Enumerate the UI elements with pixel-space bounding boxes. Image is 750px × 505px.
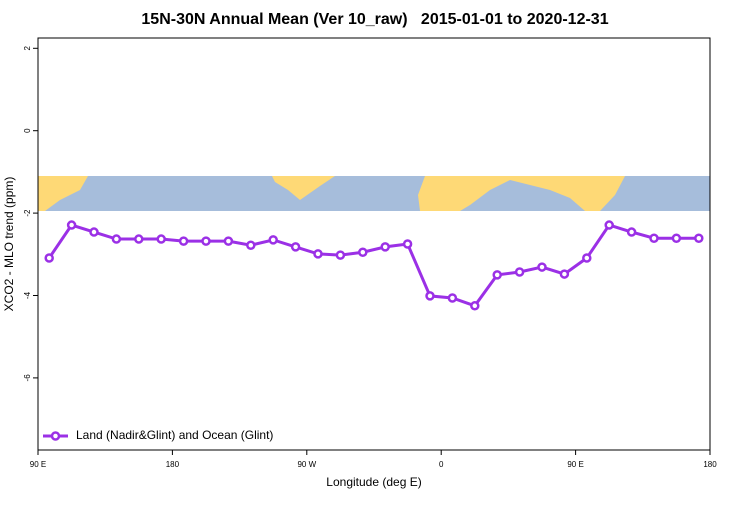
x-tick-label: 90 W	[297, 460, 316, 469]
point	[492, 270, 502, 280]
point	[559, 269, 570, 279]
legend-marker	[50, 431, 61, 441]
y-tick-label: 0	[23, 128, 32, 133]
legend-item: Land (Nadir&Glint) and Ocean (Glint)	[43, 428, 273, 442]
y-axis-label: XCO2 - MLO trend (ppm)	[2, 177, 16, 312]
chart-title: 15N-30N Annual Mean (Ver 10_raw) 2015-01…	[141, 11, 608, 28]
point	[649, 233, 659, 243]
x-tick-label: 90 E	[567, 460, 583, 469]
point	[201, 236, 211, 246]
point	[694, 233, 704, 243]
point	[380, 242, 390, 252]
point	[470, 301, 480, 311]
point	[178, 236, 189, 246]
x-axis-label: Longitude (deg E)	[326, 475, 421, 489]
point	[66, 220, 77, 230]
x-tick-label: 90 E	[30, 460, 46, 469]
point	[582, 253, 592, 263]
x-tick-label: 180	[166, 460, 180, 469]
y-tick-label: -6	[23, 374, 32, 382]
y-tick-label: 2	[23, 46, 32, 51]
point	[425, 291, 435, 301]
point	[290, 242, 301, 252]
point	[604, 220, 614, 230]
y-tick-label: -4	[23, 291, 32, 299]
point	[447, 293, 458, 303]
point	[89, 227, 99, 237]
point	[156, 234, 166, 244]
point	[671, 233, 682, 243]
point	[246, 240, 256, 250]
point	[626, 227, 637, 237]
x-tick-label: 180	[703, 460, 717, 469]
point	[514, 267, 525, 277]
series-line	[47, 223, 699, 308]
point	[44, 253, 54, 263]
point	[111, 234, 122, 244]
map-band	[38, 176, 710, 211]
legend-label: Land (Nadir&Glint) and Ocean (Glint)	[76, 428, 273, 442]
y-tick-label: -2	[23, 209, 32, 217]
point	[223, 236, 234, 246]
point	[402, 239, 413, 249]
x-tick-label: 0	[439, 460, 444, 469]
point	[268, 235, 278, 245]
point	[313, 249, 323, 259]
point	[537, 262, 547, 272]
point	[134, 234, 144, 244]
point	[335, 250, 346, 260]
point	[358, 247, 368, 257]
plot-frame	[37, 37, 711, 451]
